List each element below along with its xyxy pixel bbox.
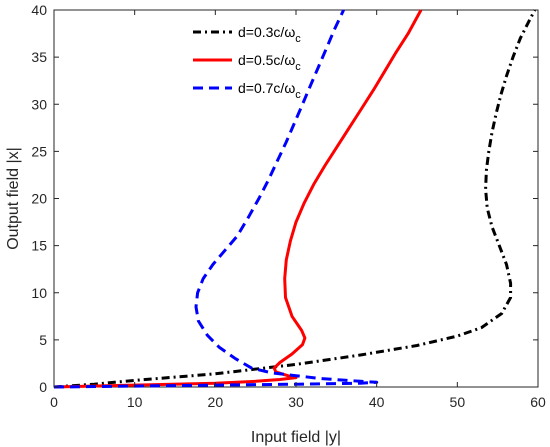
series-layer xyxy=(53,9,537,389)
series-line-2 xyxy=(53,9,423,389)
x-tick-label: 0 xyxy=(50,394,58,410)
legend-label-3: d=0.7c/ωc xyxy=(238,80,301,101)
series-line-1 xyxy=(53,9,537,389)
y-axis-label: Output field |x| xyxy=(5,147,22,250)
x-tick-label: 40 xyxy=(369,394,385,410)
y-tick-label: 35 xyxy=(31,49,47,65)
x-tick-label: 10 xyxy=(127,394,143,410)
series-line-3 xyxy=(53,9,379,389)
x-tick-label: 50 xyxy=(450,394,466,410)
y-tick-label: 10 xyxy=(31,285,47,301)
x-tick-label: 30 xyxy=(288,394,304,410)
legend-label-2: d=0.5c/ωc xyxy=(238,52,301,73)
y-tick-label: 40 xyxy=(31,2,47,18)
x-axis-label: Input field |y| xyxy=(251,429,341,446)
ticks-layer: 0 10 20 30 40 50 60 0 5 10 15 20 25 30 35 40 xyxy=(31,2,546,410)
y-tick-label: 15 xyxy=(31,238,47,254)
y-tick-label: 5 xyxy=(39,332,47,348)
y-tick-label: 20 xyxy=(31,191,47,207)
y-tick-label: 30 xyxy=(31,96,47,112)
x-tick-label: 60 xyxy=(530,394,546,410)
legend-label-1: d=0.3c/ωc xyxy=(238,24,301,45)
x-tick-label: 20 xyxy=(208,394,224,410)
legend: d=0.3c/ωc d=0.5c/ωc d=0.7c/ωc xyxy=(193,24,301,101)
y-tick-label: 25 xyxy=(31,143,47,159)
y-tick-label: 0 xyxy=(39,379,47,395)
